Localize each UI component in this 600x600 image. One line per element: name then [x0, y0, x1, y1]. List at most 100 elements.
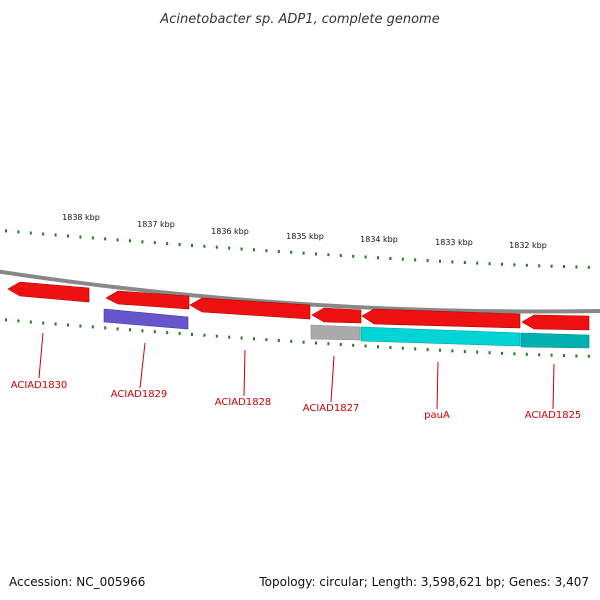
gene-arrow-aciad1828[interactable]: [189, 297, 311, 320]
minor-tick: [116, 327, 119, 331]
minor-tick: [513, 352, 516, 356]
minor-tick: [587, 354, 590, 358]
feature-cyan[interactable]: [360, 326, 521, 347]
minor-tick: [277, 339, 280, 342]
gene-arrow-aciad1829[interactable]: [105, 290, 190, 310]
minor-tick: [414, 258, 417, 262]
minor-tick: [401, 346, 404, 350]
minor-tick: [153, 330, 156, 334]
gene-arrow-aciad1827[interactable]: [311, 307, 362, 324]
minor-tick: [116, 238, 119, 242]
minor-tick: [501, 262, 503, 266]
minor-tick: [104, 237, 107, 241]
feature-gray[interactable]: [310, 324, 361, 341]
minor-tick: [42, 232, 45, 236]
minor-tick: [141, 329, 144, 333]
minor-tick: [315, 341, 317, 345]
gene-label[interactable]: ACIAD1827: [303, 403, 360, 414]
minor-tick: [525, 263, 528, 267]
genome-title: Acinetobacter sp. ADP1, complete genome: [159, 12, 439, 27]
minor-tick: [5, 318, 7, 322]
minor-tick: [439, 348, 441, 352]
minor-tick: [575, 354, 578, 358]
minor-tick: [253, 248, 255, 252]
minor-tick: [153, 241, 156, 245]
feature-teal[interactable]: [520, 332, 590, 349]
minor-tick: [302, 340, 305, 344]
gene-label[interactable]: ACIAD1829: [111, 389, 168, 400]
gene-label[interactable]: ACIAD1830: [11, 380, 68, 391]
minor-tick: [563, 265, 565, 269]
scale-ticks-bottom: [5, 318, 590, 358]
tick-label: 1833 kbp: [435, 238, 473, 247]
minor-tick: [414, 347, 417, 351]
minor-tick: [191, 332, 193, 336]
tick-label: 1834 kbp: [360, 235, 398, 244]
gene-arrow-paua[interactable]: [361, 308, 521, 329]
minor-tick: [587, 265, 590, 269]
gene-label[interactable]: ACIAD1825: [525, 410, 582, 421]
gene-label-leaders: [38, 332, 555, 410]
minor-tick: [79, 324, 82, 328]
minor-tick: [476, 350, 479, 354]
accession-text: Accession: NC_005966: [9, 575, 145, 589]
minor-tick: [29, 231, 32, 235]
minor-tick: [563, 354, 565, 358]
minor-tick: [513, 263, 516, 267]
minor-tick: [550, 353, 553, 357]
gene-arrow-aciad1825[interactable]: [521, 314, 590, 331]
minor-tick: [488, 262, 491, 266]
minor-tick: [17, 230, 20, 234]
minor-tick: [426, 259, 429, 263]
minor-tick: [5, 229, 7, 233]
genome-backbone: [0, 269, 600, 314]
minor-tick: [389, 257, 392, 260]
minor-tick: [265, 249, 268, 253]
minor-tick: [215, 334, 218, 338]
minor-tick: [54, 233, 57, 237]
feature-purple[interactable]: [103, 308, 189, 330]
minor-tick: [339, 343, 342, 346]
minor-tick: [91, 236, 94, 240]
gene-label[interactable]: ACIAD1828: [215, 397, 272, 408]
minor-tick: [240, 336, 243, 340]
minor-tick: [67, 234, 69, 238]
tick-label: 1836 kbp: [211, 227, 249, 236]
minor-tick: [166, 331, 169, 335]
minor-tick: [327, 253, 330, 257]
minor-tick: [67, 323, 69, 327]
minor-tick: [191, 243, 193, 247]
minor-tick: [377, 345, 379, 349]
gene-arrow-aciad1830[interactable]: [7, 281, 90, 303]
minor-tick: [79, 235, 82, 239]
minor-tick: [203, 244, 206, 248]
minor-tick: [525, 352, 528, 356]
minor-tick: [17, 319, 20, 323]
tick-label: 1837 kbp: [137, 220, 175, 229]
minor-tick: [228, 335, 231, 339]
minor-tick: [178, 332, 181, 335]
minor-tick: [253, 337, 255, 341]
gene-label[interactable]: pauA: [424, 410, 450, 421]
minor-tick: [315, 252, 317, 256]
minor-tick: [290, 250, 293, 254]
minor-tick: [203, 333, 206, 337]
minor-tick: [240, 247, 243, 251]
minor-tick: [129, 328, 131, 332]
minor-tick: [42, 321, 45, 325]
minor-tick: [488, 351, 491, 355]
minor-tick: [463, 261, 466, 264]
minor-tick: [364, 255, 367, 259]
tick-label: 1835 kbp: [286, 232, 324, 241]
minor-tick: [364, 344, 367, 348]
minor-tick: [91, 325, 94, 329]
gene-features: [7, 281, 590, 349]
leader-line: [330, 355, 335, 403]
minor-tick: [166, 242, 169, 246]
minor-tick: [290, 339, 293, 343]
minor-tick: [277, 250, 280, 253]
minor-tick: [575, 265, 578, 269]
minor-tick: [265, 338, 268, 342]
minor-tick: [426, 348, 429, 352]
